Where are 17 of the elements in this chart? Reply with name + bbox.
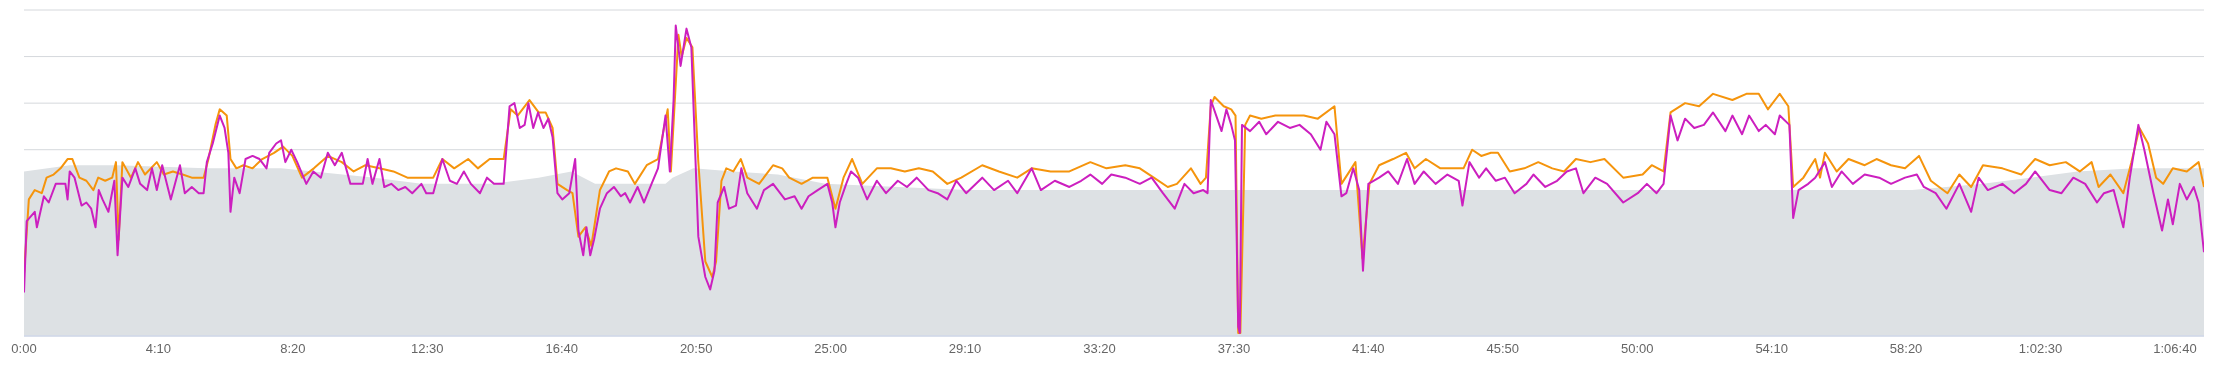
x-tick-label: 4:10 <box>145 341 172 357</box>
x-tick-label: 54:10 <box>1755 341 1788 357</box>
x-tick-label: 12:30 <box>411 341 444 357</box>
x-tick-label: 37:30 <box>1217 341 1251 357</box>
x-tick-label: 20:50 <box>679 341 713 357</box>
x-tick-label: 8:20 <box>280 341 306 357</box>
x-tick-label: 50:00 <box>1620 341 1654 357</box>
x-tick-label: 16:40 <box>545 341 579 357</box>
x-tick-label: 1:06:40 <box>2153 341 2197 357</box>
x-tick-label: 25:00 <box>814 341 847 357</box>
x-tick-label: 41:40 <box>1352 341 1385 357</box>
x-tick-label: 58:20 <box>1889 341 1923 357</box>
x-tick-label: 0:00 <box>11 341 37 357</box>
x-tick-label: 29:10 <box>948 341 982 357</box>
x-tick-label: 1:02:30 <box>2018 341 2063 357</box>
x-tick-label: 45:50 <box>1486 341 1520 357</box>
x-tick-label: 33:20 <box>1083 341 1116 357</box>
